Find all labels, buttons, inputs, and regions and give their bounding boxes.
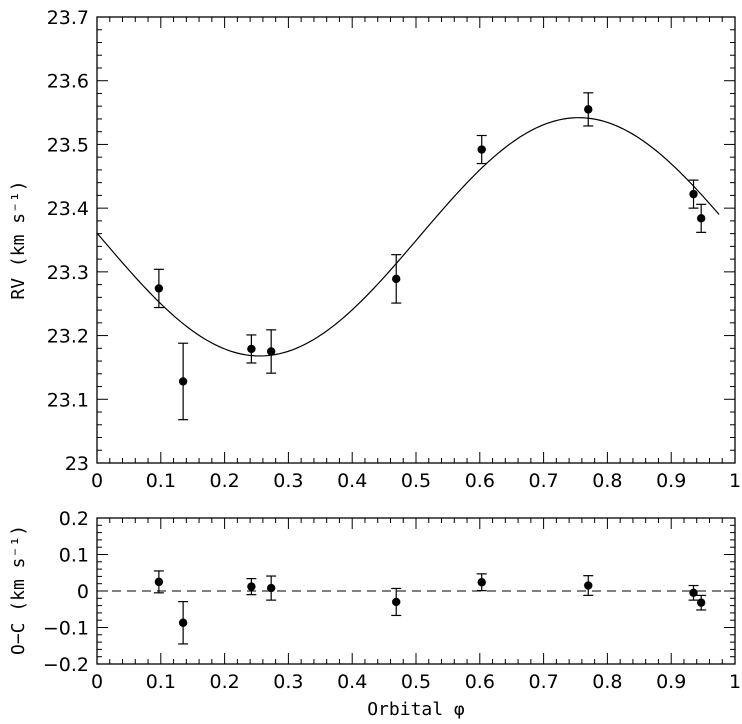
oc-xtick-label: 0.3 — [273, 671, 303, 693]
rv-xtick-label: 1 — [729, 470, 741, 492]
rv-xtick-label: 0.7 — [528, 470, 558, 492]
rv-panel: 0 0.1 0.2 0.3 0.4 0.5 0.6 0.7 0.8 0.9 1 23 23.1 23.2 2… — [47, 7, 741, 492]
rv-ytick-label: 23.3 — [47, 262, 89, 284]
rv-xtick-label: 0.2 — [209, 470, 239, 492]
oc-xtick-label: 0.6 — [465, 671, 495, 693]
oc-ytick-label: 0 — [77, 581, 89, 603]
oc-ytick-label: 0.2 — [59, 508, 89, 530]
oc-data-point — [247, 582, 256, 591]
rv-data-point — [154, 284, 164, 293]
oc-data-point — [154, 577, 164, 587]
oc-xtick-label: 0.1 — [146, 671, 176, 693]
rv-ytick-label: 23.4 — [47, 198, 89, 220]
oc-xtick-label: 0.9 — [656, 671, 686, 693]
rv-model-curve — [96, 117, 720, 357]
rv-xtick-label: 0.3 — [273, 470, 303, 492]
rv-data-point — [392, 274, 401, 284]
rv-ytick-label: 23 — [65, 453, 89, 475]
rv-xtick-label: 0.5 — [401, 470, 431, 492]
oc-ytick-label: 0.1 — [59, 545, 89, 567]
residual-panel: 0 0.1 0.2 0.3 0.4 0.5 0.6 0.7 0.8 0.9 1 0.2 0.1 0 −0.1… — [43, 508, 741, 693]
oc-data-point — [477, 578, 486, 587]
rv-data-point — [266, 347, 276, 356]
oc-data-point — [689, 588, 698, 598]
rv-data-point — [178, 377, 188, 386]
rv-xtick-label: 0.1 — [146, 470, 176, 492]
residual-y-axis-label: O−C (km s⁻¹) — [8, 525, 29, 655]
oc-data-point — [178, 618, 188, 627]
rv-data-point — [689, 189, 698, 199]
oc-xtick-label: 0.8 — [592, 671, 622, 693]
rv-data-point — [696, 214, 706, 223]
rv-xtick-label: 0.9 — [656, 470, 686, 492]
oc-data-point — [584, 581, 593, 590]
x-axis-label: Orbital φ — [367, 699, 465, 720]
oc-xtick-label: 0.5 — [401, 671, 431, 693]
oc-xtick-label: 0 — [91, 671, 103, 693]
oc-xtick-label: 0.4 — [337, 671, 367, 693]
oc-ytick-label: −0.1 — [43, 618, 89, 640]
rv-data-point — [477, 145, 486, 154]
oc-xtick-label: 1 — [729, 671, 741, 693]
rv-xtick-label: 0.4 — [337, 470, 367, 492]
rv-ytick-label: 23.6 — [47, 71, 89, 93]
rv-xtick-label: 0.6 — [465, 470, 495, 492]
rv-ytick-label: 23.7 — [47, 7, 89, 29]
rv-y-axis-label: RV (km s⁻¹) — [8, 180, 29, 299]
oc-data-point — [266, 583, 276, 593]
oc-xtick-label: 0.2 — [209, 671, 239, 693]
oc-ytick-label: −0.2 — [43, 654, 89, 676]
rv-ytick-label: 23.1 — [47, 389, 89, 411]
rv-xtick-label: 0 — [91, 470, 103, 492]
oc-data-point — [392, 597, 401, 607]
oc-data-point — [696, 598, 706, 607]
rv-data-point — [247, 344, 256, 354]
oc-xtick-label: 0.7 — [528, 671, 558, 693]
rv-ytick-label: 23.5 — [47, 134, 89, 156]
rv-xtick-label: 0.8 — [592, 470, 622, 492]
rv-ytick-label: 23.2 — [47, 326, 89, 348]
rv-data-point — [584, 105, 593, 114]
